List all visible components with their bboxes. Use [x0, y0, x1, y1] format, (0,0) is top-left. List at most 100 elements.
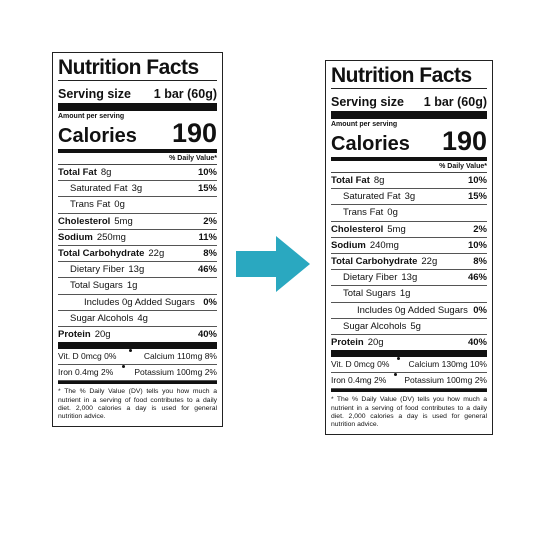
nutrient-amount: 5mg	[387, 223, 406, 235]
nutrient-amount: 20g	[367, 337, 384, 349]
nutrition-label: Nutrition Facts Serving size 1 bar (60g) Am…	[325, 60, 493, 435]
nutrient-amount: 5mg	[114, 215, 133, 227]
nutrient-row: Total Fat 8g 10%	[58, 165, 217, 182]
nutrient-dv: 10%	[467, 239, 487, 251]
footnote: * The % Daily Value (DV) tells you how m…	[58, 381, 217, 422]
nutrient-name: Dietary Fiber	[70, 264, 125, 276]
title: Nutrition Facts	[58, 56, 217, 81]
nutrient-dv: 0%	[473, 304, 487, 316]
nutrient-name: Total Sugars	[70, 280, 123, 292]
serving-value: 1 bar (60g)	[423, 95, 487, 109]
nutrient-row: Total Fat 8g 10%	[331, 173, 487, 190]
nutrient-amount: 5g	[410, 320, 421, 332]
vitamin: Vit. D 0mcg 0%	[331, 359, 390, 370]
nutrient-dv: 10%	[197, 167, 217, 178]
vitamin: Vit. D 0mcg 0%	[58, 351, 117, 362]
nutrient-row: Total Carbohydrate 22g 8%	[58, 246, 217, 263]
vitamin-row: Iron 0.4mg 2% Potassium 100mg 2%	[58, 365, 217, 382]
nutrient-row: Protein 20g 40%	[58, 327, 217, 350]
nutrient-name: Trans Fat	[70, 199, 111, 211]
calories-label: Calories	[331, 133, 410, 155]
nutrient-amount: 4g	[137, 312, 148, 324]
nutrient-name: Protein	[58, 329, 91, 341]
nutrient-row: Protein 20g 40%	[331, 335, 487, 358]
nutrient-amount: 240mg	[369, 239, 399, 251]
nutrient-name: Protein	[331, 337, 364, 349]
nutrient-row: Sodium 240mg 10%	[331, 238, 487, 255]
nutrient-amount: 3g	[131, 183, 143, 195]
vitamin: Iron 0.4mg 2%	[331, 375, 387, 386]
daily-value-header: % Daily Value*	[331, 161, 487, 173]
nutrient-amount: 8g	[373, 175, 385, 186]
nutrition-label: Nutrition Facts Serving size 1 bar (60g) Am…	[52, 52, 223, 427]
nutrient-amount: 250mg	[96, 231, 126, 243]
nutrient-row: Cholesterol 5mg 2%	[331, 222, 487, 238]
nutrient-name: Saturated Fat	[343, 191, 401, 203]
calories-value: 190	[171, 118, 217, 148]
nutrient-row: Dietary Fiber 13g 46%	[58, 262, 217, 279]
calories: Calories 190	[58, 120, 217, 153]
vitamin: Calcium 110mg 8%	[143, 351, 217, 362]
nutrient-row: Total Sugars 1g	[58, 278, 217, 295]
nutrient-dv: 15%	[467, 191, 487, 203]
arrow	[236, 236, 310, 292]
nutrient-dv: 11%	[198, 231, 218, 243]
vitamin-row: Iron 0.4mg 2% Potassium 100mg 2%	[331, 373, 487, 390]
nutrient-name: Dietary Fiber	[343, 272, 398, 284]
nutrient-dv: 2%	[473, 223, 487, 235]
daily-value-header: % Daily Value*	[58, 153, 217, 165]
nutrient-amount: 8g	[100, 167, 112, 178]
arrow-shape	[236, 236, 310, 292]
nutrient-amount: 1g	[399, 288, 411, 300]
nutrient-name: Cholesterol	[58, 215, 111, 227]
nutrient-row: Includes 0g Added Sugars 0%	[331, 303, 487, 319]
nutrient-amount: 13g	[401, 272, 418, 284]
vitamin: Potassium 100mg 2%	[134, 367, 217, 378]
nutrient-amount: 0g	[114, 199, 125, 211]
nutrient-row: Total Sugars 1g	[331, 286, 487, 303]
nutrient-dv: 2%	[203, 215, 217, 227]
bullet	[122, 365, 126, 369]
nutrient-name: Sodium	[331, 239, 366, 251]
nutrient-amount: 22g	[421, 256, 438, 268]
amount-per-serving: Amount per serving	[331, 121, 398, 128]
nutrient-dv: 0%	[203, 296, 217, 308]
nutrient-row: Includes 0g Added Sugars 0%	[58, 295, 217, 311]
vitamin-row: Vit. D 0mcg 0% Calcium 110mg 8%	[58, 349, 217, 366]
nutrient-name: Trans Fat	[343, 207, 384, 219]
nutrient-row: Trans Fat 0g	[331, 205, 487, 222]
nutrient-dv: 10%	[467, 175, 487, 186]
serving-label: Serving size	[331, 95, 404, 109]
nutrient-amount: 22g	[148, 248, 165, 260]
serving-value: 1 bar (60g)	[153, 87, 217, 101]
nutrient-amount: 20g	[94, 329, 111, 341]
nutrient-dv: 46%	[467, 272, 487, 284]
nutrient-row: Cholesterol 5mg 2%	[58, 214, 217, 230]
nutrient-name: Cholesterol	[331, 223, 384, 235]
nutrient-name: Saturated Fat	[70, 183, 128, 195]
nutrient-row: Total Carbohydrate 22g 8%	[331, 254, 487, 271]
nutrient-name: Sugar Alcohols	[70, 312, 134, 324]
nutrient-dv: 46%	[197, 264, 217, 276]
nutrient-row: Trans Fat 0g	[58, 197, 217, 214]
nutrient-name: Total Carbohydrate	[331, 256, 418, 268]
amount-per-serving: Amount per serving	[58, 113, 125, 120]
nutrient-row: Saturated Fat 3g 15%	[58, 181, 217, 198]
nutrient-dv: 40%	[197, 329, 217, 341]
calories: Calories 190	[331, 128, 487, 161]
nutrient-amount: 3g	[404, 191, 416, 203]
nutrient-dv: 15%	[197, 183, 217, 195]
serving-label: Serving size	[58, 87, 131, 101]
nutrient-row: Saturated Fat 3g 15%	[331, 189, 487, 206]
nutrient-row: Sugar Alcohols 5g	[331, 319, 487, 336]
nutrient-name: Total Fat	[331, 175, 370, 186]
serving-size: Serving size 1 bar (60g)	[58, 81, 217, 111]
nutrient-amount: 1g	[126, 280, 138, 292]
nutrient-name: Total Carbohydrate	[58, 248, 145, 260]
nutrient-name: Includes 0g Added Sugars	[84, 296, 195, 308]
nutrient-dv: 8%	[473, 256, 487, 268]
nutrient-row: Dietary Fiber 13g 46%	[331, 270, 487, 287]
vitamin: Calcium 130mg 10%	[408, 359, 487, 370]
nutrient-row: Sugar Alcohols 4g	[58, 311, 217, 328]
